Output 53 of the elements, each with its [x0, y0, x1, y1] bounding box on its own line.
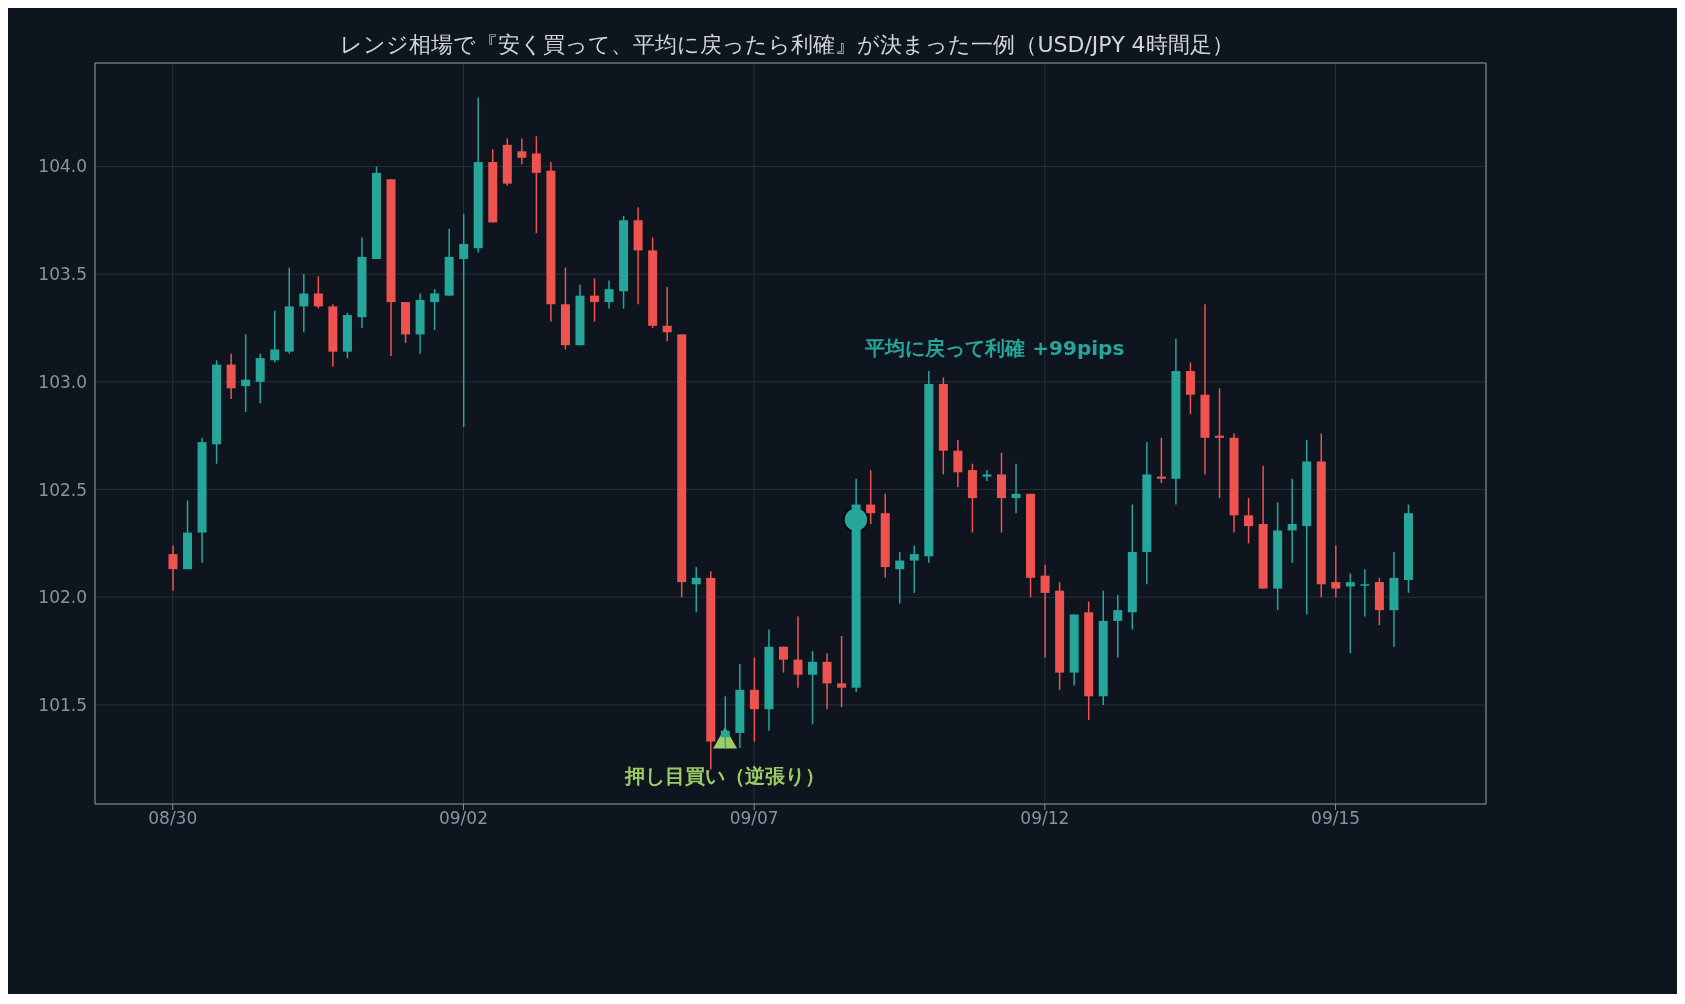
candlestick: [1185, 361, 1195, 415]
candlestick: [1287, 477, 1297, 564]
x-tick-label: 08/30: [148, 808, 198, 829]
y-tick-label: 104.0: [38, 156, 87, 177]
x-tick-label: 09/12: [1020, 808, 1070, 829]
x-tick-label: 09/15: [1311, 808, 1361, 829]
candlestick: [430, 288, 440, 331]
candlestick: [241, 333, 251, 413]
candlestick: [866, 469, 876, 525]
y-tick-label: 103.5: [38, 264, 87, 285]
candlestick: [226, 353, 236, 400]
candlestick: [909, 544, 919, 594]
candlestick: [590, 277, 600, 323]
candlestick: [895, 551, 905, 605]
candlestick: [604, 279, 614, 310]
y-tick-label: 101.5: [38, 694, 87, 715]
annotation: 平均に戻って利確 +99pips: [864, 336, 1125, 361]
x-tick-label: 09/07: [729, 808, 779, 829]
candlestick: [996, 452, 1006, 534]
candlestick: [1345, 572, 1355, 654]
candlestick: [691, 566, 701, 614]
candlestick: [1040, 564, 1050, 659]
candlestick: [517, 137, 527, 165]
candlestick: [1360, 568, 1370, 618]
candlestick: [778, 646, 788, 674]
candlestick: [270, 309, 280, 364]
annotation: 押し目買い（逆張り）: [624, 763, 826, 788]
candlestick: [1215, 387, 1225, 499]
candlestick: [1113, 594, 1123, 659]
candlestick: [793, 615, 803, 689]
candlestick: [749, 656, 759, 743]
y-tick-label: 103.0: [38, 371, 87, 392]
candlestick: [822, 652, 832, 710]
candlestick: [837, 635, 847, 708]
candlestick: [299, 273, 309, 334]
candlestick: [1331, 544, 1341, 598]
candlestick: [531, 135, 541, 234]
candlestick: [313, 275, 323, 310]
candlestick: [982, 469, 992, 482]
x-tick-label: 09/02: [438, 808, 488, 829]
candlestick: [1156, 437, 1166, 484]
candlestick: [255, 353, 265, 405]
candlestick: [1011, 462, 1021, 514]
candlestick: [662, 286, 672, 342]
candlestick: [459, 213, 469, 428]
candlestick: [953, 439, 963, 489]
y-tick-label: 102.5: [38, 479, 87, 500]
candlestick: [168, 544, 178, 592]
candlestick: [1244, 497, 1254, 545]
chart-title: レンジ相場で『安く買って、平均に戻ったら利確』が決まった一例（USD/JPY 4時間足）: [339, 31, 1235, 59]
candlestick: [720, 695, 730, 749]
y-tick-label: 102.0: [38, 587, 87, 608]
candlestick: [808, 650, 818, 726]
